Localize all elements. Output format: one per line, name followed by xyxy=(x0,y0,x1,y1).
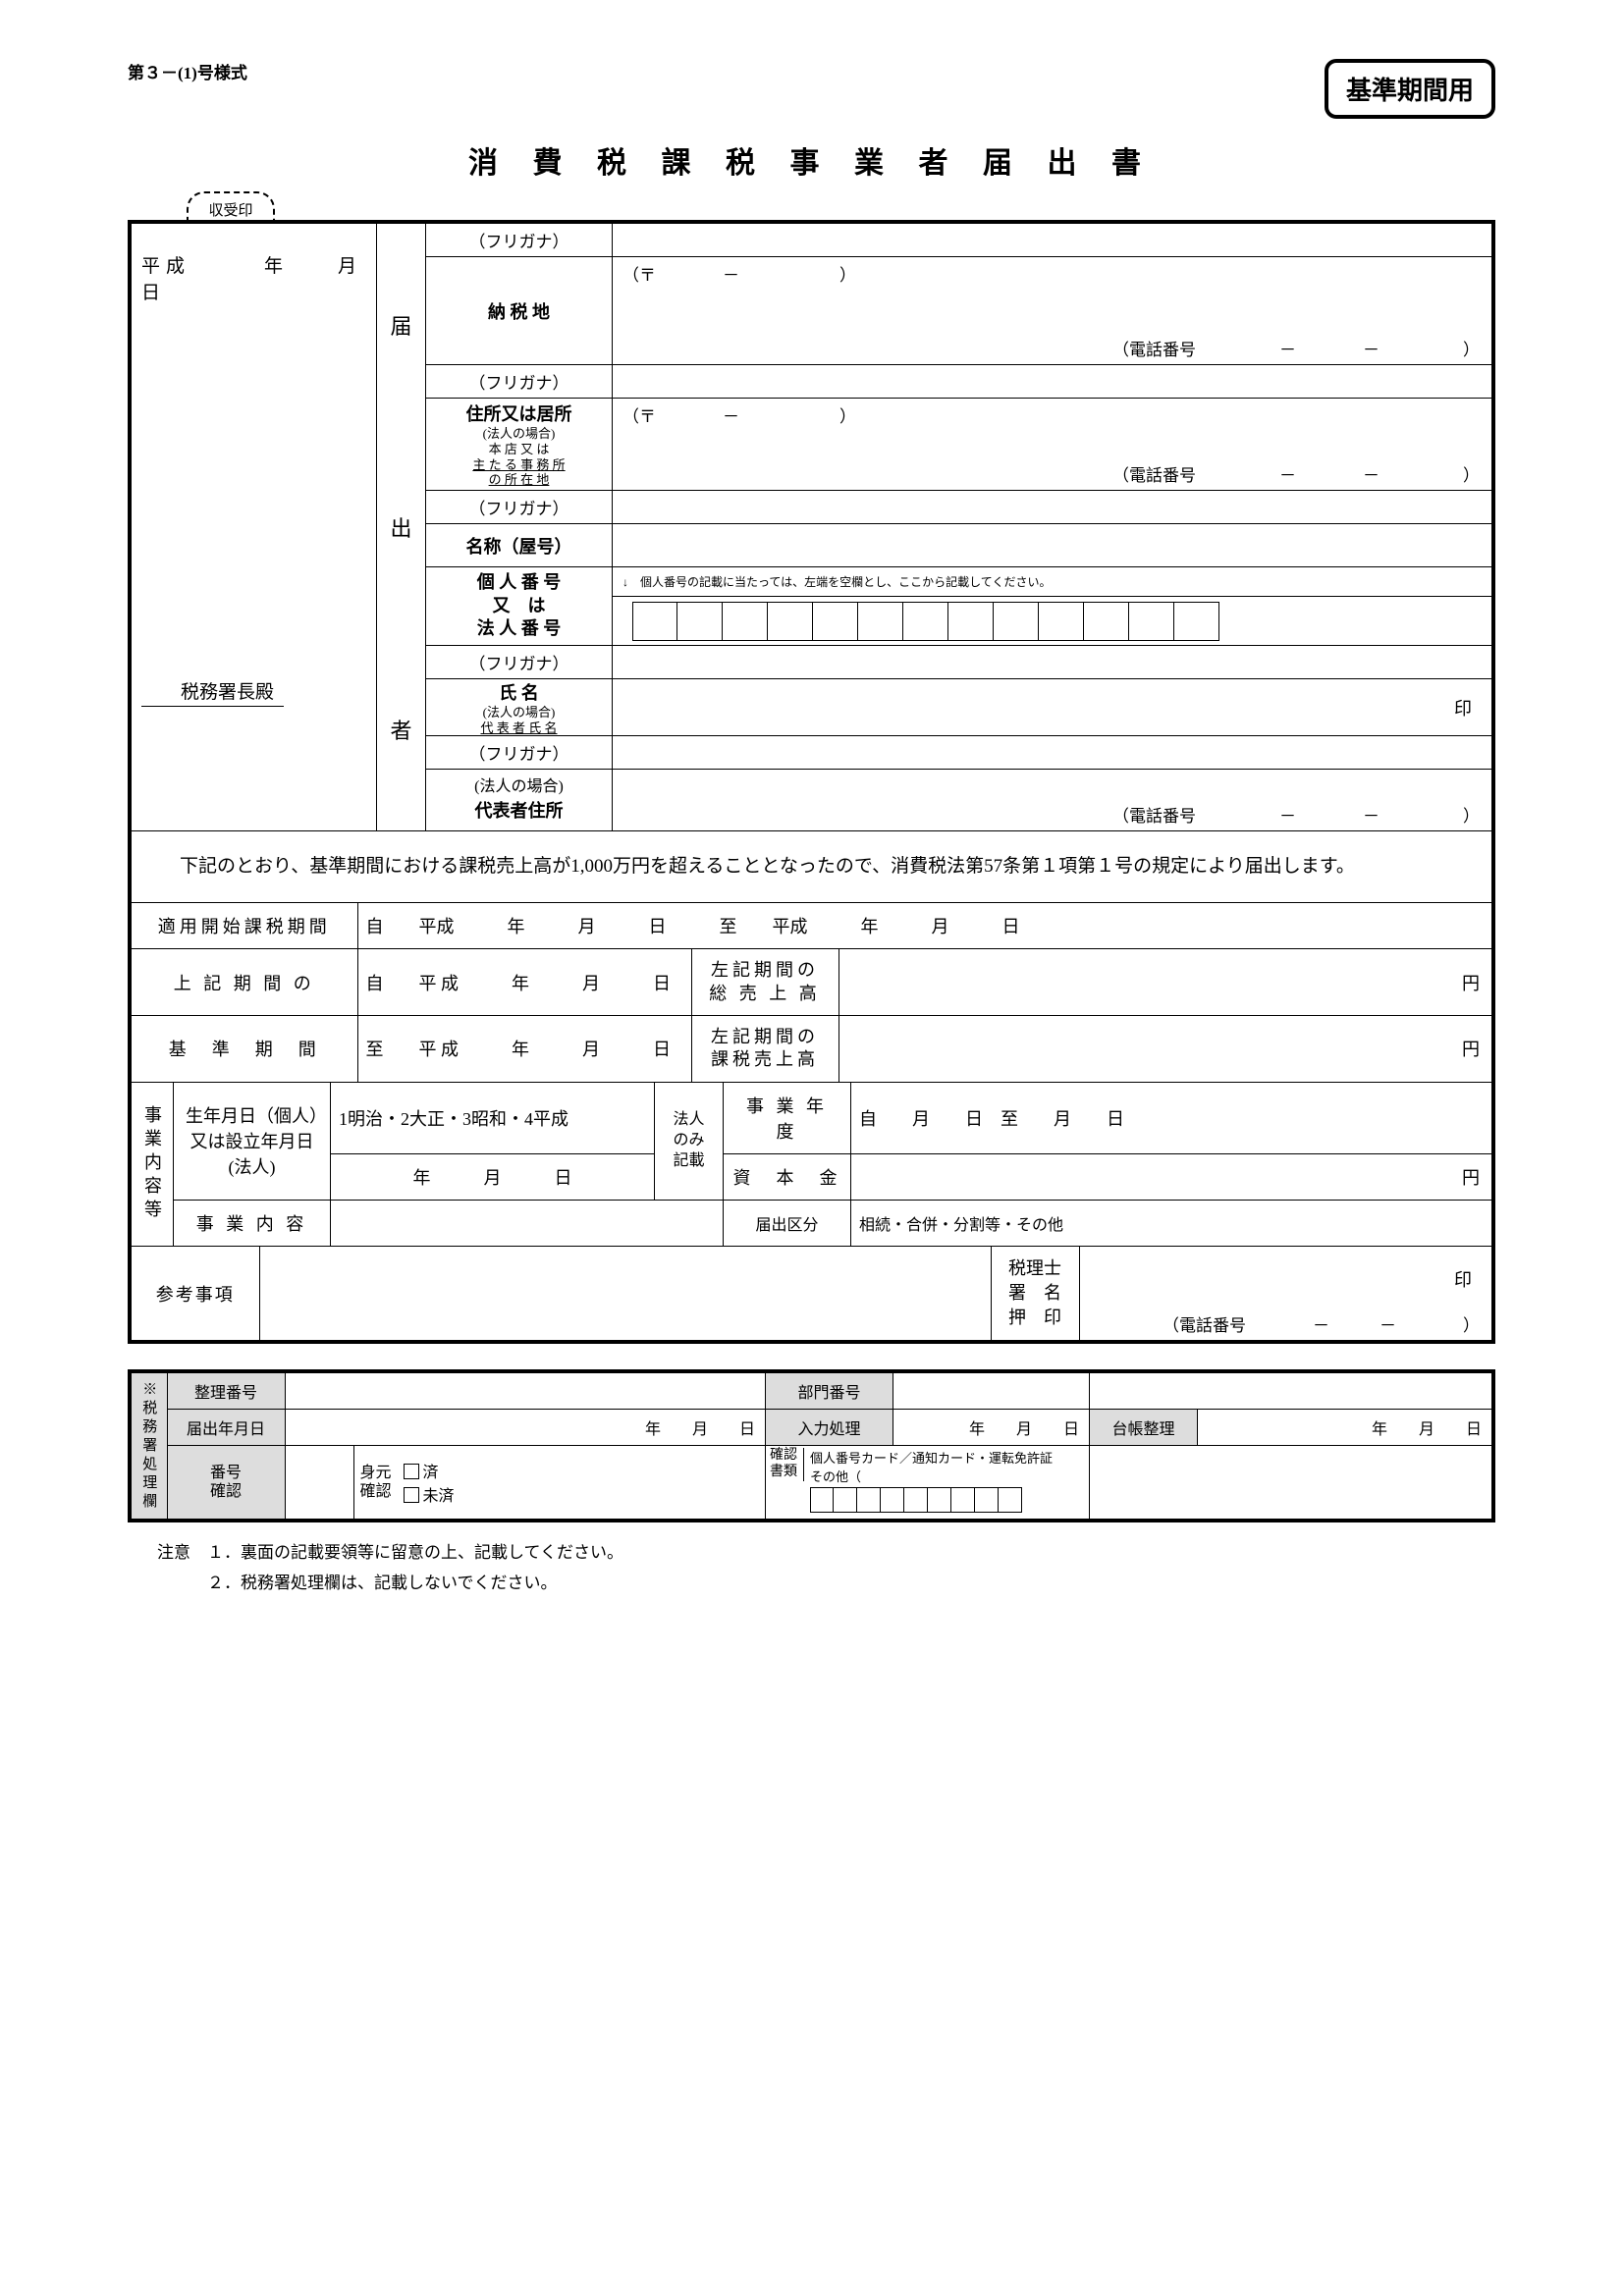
capital-label: 資 本 金 xyxy=(724,1153,851,1200)
number-boxes[interactable] xyxy=(613,597,1491,646)
to-date[interactable]: 至 平 成 年 月 日 xyxy=(357,1016,691,1083)
header-row: 第３－(1)号様式 基準期間用 xyxy=(128,59,1495,119)
trade-name-furigana[interactable] xyxy=(613,491,1491,524)
accountant-seal: 印 xyxy=(1454,1266,1472,1292)
number-label: 個 人 番 号 又 は 法 人 番 号 xyxy=(426,567,612,646)
ledger-value: 年 月 日 xyxy=(1197,1410,1491,1446)
tax-accountant-label: 税理士 署 名 押 印 xyxy=(991,1247,1079,1341)
input-proc-value: 年 月 日 xyxy=(893,1410,1089,1446)
total-sales-value[interactable]: 円 xyxy=(839,949,1491,1016)
rep-address-furigana[interactable] xyxy=(613,736,1491,770)
seq-number-label: 整理番号 xyxy=(167,1373,285,1410)
furigana-label: （フリガナ） xyxy=(426,224,612,257)
apply-period-label: 適用開始課税期間 xyxy=(132,903,357,949)
notice-type-value[interactable]: 相続・合併・分割等・その他 xyxy=(851,1200,1492,1246)
filer-glyph: 出 xyxy=(390,511,411,543)
tax-accountant-value[interactable]: 印 （電話番号 － － ） xyxy=(1079,1247,1491,1341)
period-table: 適用開始課税期間 自 平成 年 月 日 至 平成 年 月 日 上 記 期 間 の… xyxy=(132,902,1491,1083)
address-tel[interactable]: （電話番号 － － ） xyxy=(1112,461,1480,486)
base-period-label: 基 準 期 間 xyxy=(132,1016,357,1083)
taxable-sales-value[interactable]: 円 xyxy=(839,1016,1491,1083)
dept-number-label: 部門番号 xyxy=(765,1373,893,1410)
reference-label: 参考事項 xyxy=(132,1247,259,1341)
biz-content-value[interactable] xyxy=(331,1200,724,1246)
reference-table: 参考事項 税理士 署 名 押 印 印 （電話番号 － － ） xyxy=(132,1247,1491,1341)
total-sales-label: 左記期間の 総 売 上 高 xyxy=(691,949,839,1016)
seq-number-value xyxy=(285,1373,765,1410)
era-options[interactable]: 1明治・2大正・3昭和・4平成 xyxy=(331,1083,655,1154)
tax-place-value[interactable]: （〒 － ） （電話番号 － － ） xyxy=(613,257,1491,365)
from-date[interactable]: 自 平 成 年 月 日 xyxy=(357,949,691,1016)
address-value[interactable]: （〒 － ） （電話番号 － － ） xyxy=(613,399,1491,491)
birth-ymd[interactable]: 年 月 日 xyxy=(331,1153,655,1200)
note-1: 注意 １．裏面の記載要領等に留意の上、記載してください。 xyxy=(157,1538,1495,1569)
biz-content-label: 事 業 内 容 xyxy=(174,1200,331,1246)
tax-place-tel[interactable]: （電話番号 － － ） xyxy=(1112,336,1480,360)
seal-mark: 印 xyxy=(1454,695,1472,721)
id-check-cell: 身元 確認 済 未済 xyxy=(353,1446,765,1520)
form-type-box: 基準期間用 xyxy=(1325,59,1495,119)
field-values-column: （〒 － ） （電話番号 － － ） （〒 － ） （電話番号 － － ） ↓ … xyxy=(613,224,1491,830)
submission-date-value: 年 月 日 xyxy=(285,1410,765,1446)
name-value[interactable]: 印 xyxy=(613,679,1491,736)
doc-check-cell: 確認 書類 個人番号カード／通知カード・運転免許証 その他（ xyxy=(765,1446,1089,1520)
official-blank2 xyxy=(1089,1446,1491,1520)
birth-date-label: 生年月日（個人）又は設立年月日(法人) xyxy=(174,1083,331,1201)
ledger-label: 台帳整理 xyxy=(1089,1410,1197,1446)
furigana-label: （フリガナ） xyxy=(426,736,612,770)
dept-number-value xyxy=(893,1373,1089,1410)
checkbox-done xyxy=(404,1464,419,1479)
rep-tel[interactable]: （電話番号 － － ） xyxy=(1112,802,1480,827)
reference-value[interactable] xyxy=(259,1247,991,1341)
addressed-to[interactable]: 税務署長殿 xyxy=(141,677,284,707)
trade-name-label: 名称（屋号） xyxy=(426,524,612,567)
address-label: 住所又は居所 (法人の場合) 本 店 又 は 主 た る 事 務 所 の 所 在… xyxy=(426,399,612,491)
page-title: 消 費 税 課 税 事 業 者 届 出 書 xyxy=(128,138,1495,182)
rep-address-label: (法人の場合) 代表者住所 xyxy=(426,770,612,830)
official-use-section: ※税務署処理欄 整理番号 部門番号 届出年月日 年 月 日 入力処理 年 月 日… xyxy=(128,1369,1495,1522)
above-period-label: 上 記 期 間 の xyxy=(132,949,357,1016)
address-furigana[interactable] xyxy=(613,365,1491,399)
apply-period-value[interactable]: 自 平成 年 月 日 至 平成 年 月 日 xyxy=(357,903,1491,949)
furigana-label: （フリガナ） xyxy=(426,646,612,679)
name-furigana[interactable] xyxy=(613,646,1491,679)
submission-date[interactable]: 平成 年 月 日 xyxy=(141,251,366,304)
notes-section: 注意 １．裏面の記載要領等に留意の上、記載してください。 ２．税務署処理欄は、記… xyxy=(128,1538,1495,1598)
filer-glyph: 届 xyxy=(390,309,411,341)
furigana-label: （フリガナ） xyxy=(426,365,612,399)
capital-value[interactable]: 円 xyxy=(851,1153,1492,1200)
note-2: ２．税務署処理欄は、記載しないでください。 xyxy=(157,1569,1495,1599)
official-blank xyxy=(1089,1373,1491,1410)
checkbox-not-done xyxy=(404,1487,419,1503)
accountant-tel[interactable]: （電話番号 － － ） xyxy=(1163,1311,1480,1336)
business-table: 事業内容等 生年月日（個人）又は設立年月日(法人) 1明治・2大正・3昭和・4平… xyxy=(132,1083,1491,1247)
name-label: 氏 名 (法人の場合) 代 表 者 氏 名 xyxy=(426,679,612,736)
date-addressee-cell: 平成 年 月 日 税務署長殿 xyxy=(132,224,377,830)
number-check-value xyxy=(285,1446,353,1520)
form-code: 第３－(1)号様式 xyxy=(128,59,247,83)
business-vertical-label: 事業内容等 xyxy=(132,1083,174,1247)
notice-type-label: 届出区分 xyxy=(724,1200,851,1246)
tax-place-furigana[interactable] xyxy=(613,224,1491,257)
input-proc-label: 入力処理 xyxy=(765,1410,893,1446)
main-form: 平成 年 月 日 税務署長殿 届 出 者 （フリガナ） 納 税 地 （フリガナ）… xyxy=(128,220,1495,1344)
taxable-sales-label: 左記期間の 課税売上高 xyxy=(691,1016,839,1083)
corp-only-label: 法人 のみ 記載 xyxy=(655,1083,724,1201)
submission-date-label: 届出年月日 xyxy=(167,1410,285,1446)
furigana-label: （フリガナ） xyxy=(426,491,612,524)
official-vertical-label: ※税務署処理欄 xyxy=(132,1373,167,1519)
receipt-stamp-box: 収受印 xyxy=(187,191,275,222)
tax-place-label: 納 税 地 xyxy=(426,257,612,365)
fiscal-year-value[interactable]: 自 月 日 至 月 日 xyxy=(851,1083,1492,1154)
filer-glyph: 者 xyxy=(390,714,411,745)
trade-name-value[interactable] xyxy=(613,524,1491,567)
number-note-row: ↓ 個人番号の記載に当たっては、左端を空欄とし、ここから記載してください。 xyxy=(613,567,1491,597)
filer-vertical-label: 届 出 者 xyxy=(377,224,426,830)
fiscal-year-label: 事 業 年 度 xyxy=(724,1083,851,1154)
rep-address-value[interactable]: （電話番号 － － ） xyxy=(613,770,1491,830)
field-labels-column: （フリガナ） 納 税 地 （フリガナ） 住所又は居所 (法人の場合) 本 店 又… xyxy=(426,224,613,830)
declaration-text: 下記のとおり、基準期間における課税売上高が1,000万円を超えることとなったので… xyxy=(132,830,1491,902)
number-check-label: 番号 確認 xyxy=(167,1446,285,1520)
